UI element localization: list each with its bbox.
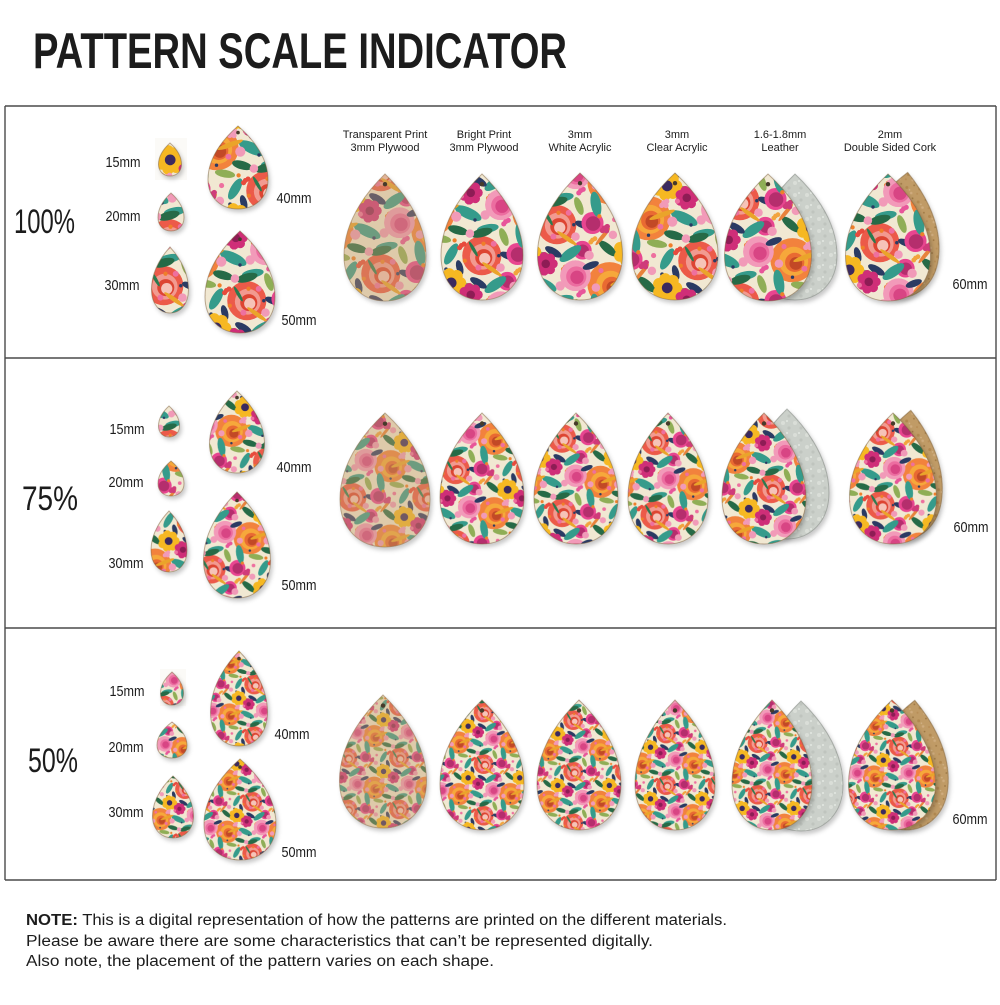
svg-text:15mm: 15mm xyxy=(106,154,141,171)
svg-text:3mm Plywood: 3mm Plywood xyxy=(449,142,518,154)
svg-text:50mm: 50mm xyxy=(282,577,317,594)
svg-text:Transparent Print: Transparent Print xyxy=(343,129,428,141)
svg-text:60mm: 60mm xyxy=(953,276,988,293)
svg-text:2mm: 2mm xyxy=(878,129,902,141)
svg-text:Leather: Leather xyxy=(761,142,799,154)
svg-text:50%: 50% xyxy=(28,742,78,780)
svg-text:50mm: 50mm xyxy=(282,312,317,329)
svg-text:60mm: 60mm xyxy=(954,519,989,536)
svg-text:15mm: 15mm xyxy=(110,683,145,700)
svg-text:30mm: 30mm xyxy=(109,555,144,572)
svg-text:20mm: 20mm xyxy=(106,208,141,225)
svg-text:Also note, the placement of th: Also note, the placement of the pattern … xyxy=(26,953,494,970)
svg-text:3mm Plywood: 3mm Plywood xyxy=(350,142,419,154)
svg-text:NOTE: This is a digital repres: NOTE: This is a digital representation o… xyxy=(26,912,727,929)
svg-text:3mm: 3mm xyxy=(665,129,689,141)
svg-text:75%: 75% xyxy=(22,480,78,518)
svg-text:50mm: 50mm xyxy=(282,844,317,861)
svg-text:PATTERN SCALE INDICATOR: PATTERN SCALE INDICATOR xyxy=(33,23,567,79)
svg-text:40mm: 40mm xyxy=(277,190,312,207)
svg-text:1.6-1.8mm: 1.6-1.8mm xyxy=(754,129,807,141)
svg-text:100%: 100% xyxy=(14,203,75,241)
svg-text:60mm: 60mm xyxy=(953,811,988,828)
svg-text:3mm: 3mm xyxy=(568,129,592,141)
svg-text:Please be aware there are some: Please be aware there are some character… xyxy=(26,933,653,950)
svg-text:30mm: 30mm xyxy=(105,277,140,294)
svg-text:40mm: 40mm xyxy=(277,459,312,476)
svg-text:40mm: 40mm xyxy=(275,726,310,743)
svg-text:Clear Acrylic: Clear Acrylic xyxy=(646,142,708,154)
svg-text:15mm: 15mm xyxy=(110,421,145,438)
svg-text:Double Sided Cork: Double Sided Cork xyxy=(844,142,937,154)
svg-text:20mm: 20mm xyxy=(109,474,144,491)
svg-text:20mm: 20mm xyxy=(109,739,144,756)
svg-text:30mm: 30mm xyxy=(109,804,144,821)
svg-text:White Acrylic: White Acrylic xyxy=(549,142,612,154)
svg-text:Bright Print: Bright Print xyxy=(457,129,511,141)
